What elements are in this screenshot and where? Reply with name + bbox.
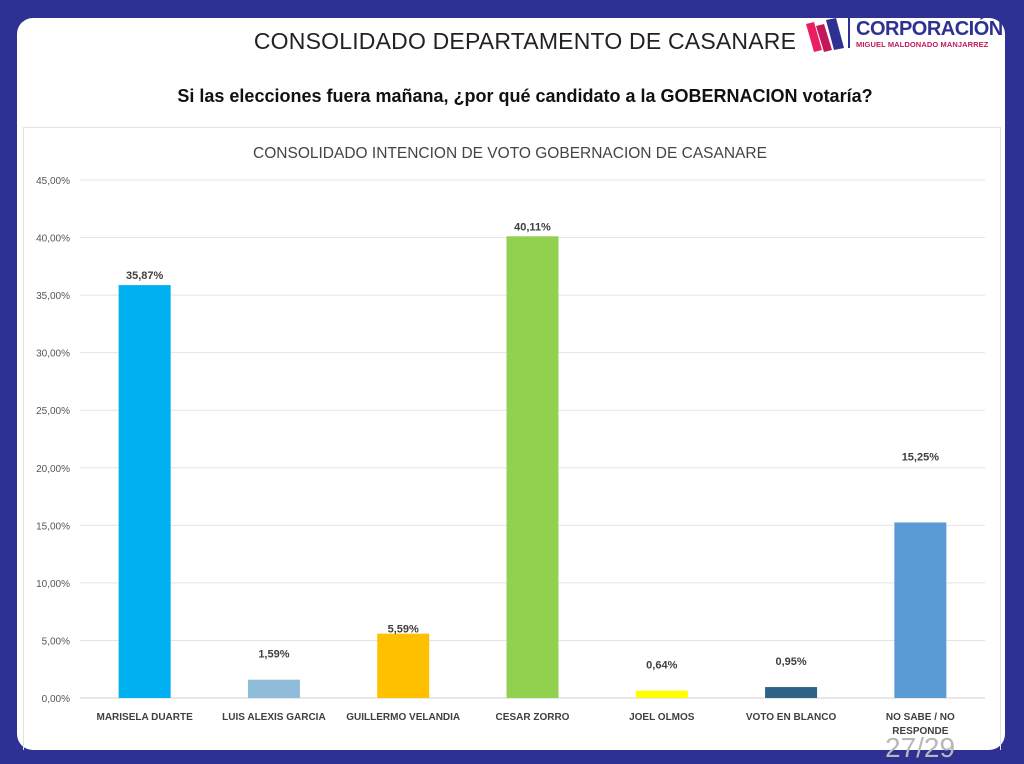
bar xyxy=(765,687,818,698)
bar xyxy=(377,633,430,698)
bar xyxy=(118,285,171,698)
y-tick-label: 45,00% xyxy=(36,176,70,187)
x-tick-label: RESPONDE xyxy=(892,726,948,737)
logo-name: CORPORACIÓN xyxy=(856,18,1003,40)
chart-title: CONSOLIDADO INTENCION DE VOTO GOBERNACIO… xyxy=(253,145,767,162)
x-tick-label: JOEL OLMOS xyxy=(629,712,695,723)
y-tick-label: 5,00% xyxy=(42,636,70,647)
x-tick-label: CESAR ZORRO xyxy=(496,712,570,723)
data-label: 15,25% xyxy=(902,451,940,463)
bar xyxy=(247,679,300,698)
x-tick-label: MARISELA DUARTE xyxy=(96,712,193,723)
bar xyxy=(635,690,688,698)
data-labels: 35,87% 1,59% 5,59% 40,11% 0,64% 0,95% 15,25% xyxy=(126,221,939,671)
x-tick-label: GUILLERMO VELANDIA xyxy=(346,712,460,723)
logo-divider xyxy=(848,18,850,48)
data-label: 5,59% xyxy=(388,624,419,636)
y-tick-label: 20,00% xyxy=(36,464,70,475)
bars xyxy=(118,236,947,698)
y-tick-label: 10,00% xyxy=(36,579,70,590)
y-tick-label: 40,00% xyxy=(36,234,70,245)
data-label: 0,95% xyxy=(775,656,806,668)
x-tick-label: LUIS ALEXIS GARCIA xyxy=(222,712,326,723)
x-tick-label: NO SABE / NO xyxy=(886,712,955,723)
y-tick-label: 15,00% xyxy=(36,521,70,532)
y-tick-label: 0,00% xyxy=(42,694,70,705)
y-tick-label: 25,00% xyxy=(36,406,70,417)
x-axis-ticks: MARISELA DUARTE LUIS ALEXIS GARCIA GUILLER… xyxy=(96,712,955,737)
logo-subtitle: MIGUEL MALDONADO MANJARREZ xyxy=(856,40,989,49)
y-tick-label: 30,00% xyxy=(36,349,70,360)
bar xyxy=(894,522,947,698)
data-label: 1,59% xyxy=(258,649,289,661)
survey-question: Si las elecciones fuera mañana, ¿por qué… xyxy=(177,86,873,106)
y-tick-label: 35,00% xyxy=(36,291,70,302)
logo: CORPORACIÓN MIGUEL MALDONADO MANJARREZ xyxy=(804,14,1004,58)
y-axis-ticks: 0,00% 5,00% 10,00% 15,00% 20,00% 25,00% 30,00%… xyxy=(36,176,70,705)
data-label: 0,64% xyxy=(646,660,677,672)
logo-mark-icon xyxy=(806,18,844,52)
data-label: 35,87% xyxy=(126,270,164,282)
x-tick-label: VOTO EN BLANCO xyxy=(746,712,837,723)
chart-container xyxy=(23,127,1001,750)
bar xyxy=(506,236,559,698)
page-indicator: 27/29 xyxy=(885,732,956,763)
data-label: 40,11% xyxy=(514,221,551,233)
page-title: CONSOLIDADO DEPARTAMENTO DE CASANARE xyxy=(253,28,797,54)
